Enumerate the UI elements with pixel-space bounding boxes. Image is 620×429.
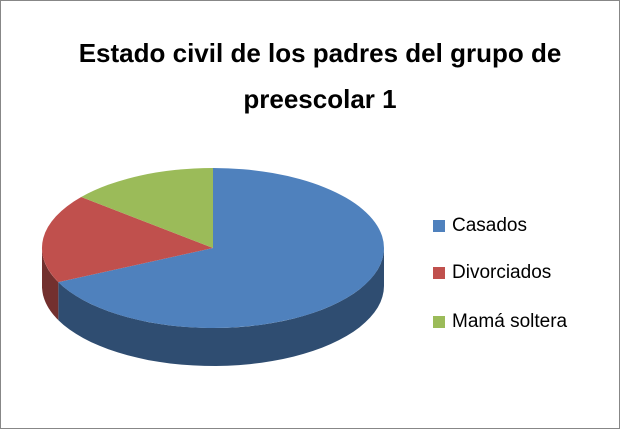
legend-swatch (433, 316, 445, 328)
legend-label: Casados (452, 215, 527, 236)
pie-slice (58, 168, 384, 328)
legend-label: Mamá soltera (452, 311, 568, 332)
slice-side (42, 248, 59, 321)
legend-swatch (433, 267, 445, 279)
pie-slice (41, 197, 213, 283)
legend-swatch (433, 220, 445, 232)
pie-slice (81, 168, 213, 248)
slice-side (58, 248, 385, 366)
chart-title: Estado civil de los padres del grupo de … (78, 38, 562, 114)
legend-label: Divorciados (452, 262, 551, 283)
